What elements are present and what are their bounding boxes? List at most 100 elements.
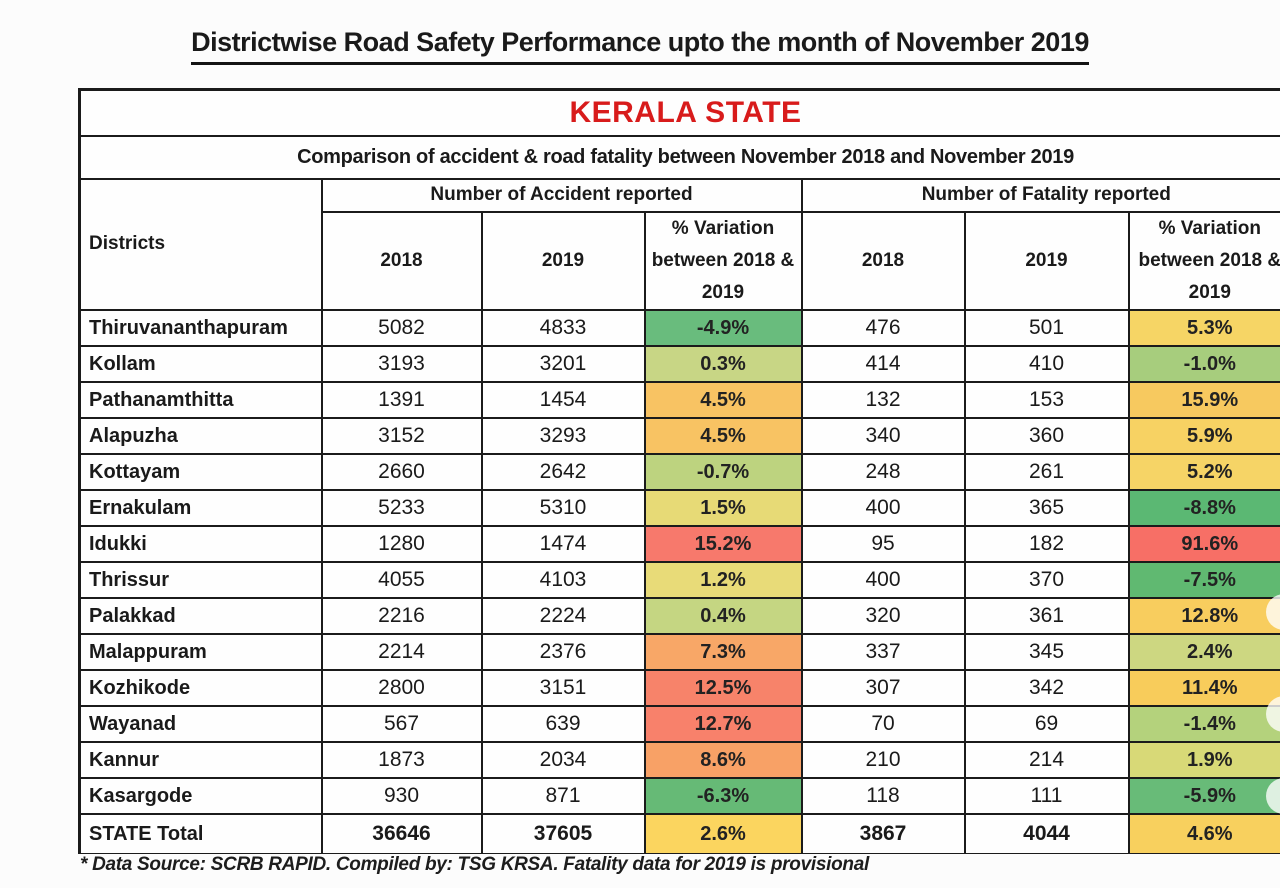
accident-2019-value: 871: [480, 777, 646, 816]
column-header-accident-variation: % Variation between 2018 & 2019: [643, 210, 803, 312]
fatality-variation-value: 5.9%: [1127, 417, 1280, 456]
accident-variation-value: 15.2%: [643, 525, 803, 564]
district-name: Palakkad: [78, 597, 323, 636]
fatality-2019-value: 261: [963, 453, 1130, 492]
fatality-variation-value: -1.4%: [1127, 705, 1280, 744]
accident-2018-value: 3152: [320, 417, 483, 456]
column-subheader-row: 2018 2019 % Variation between 2018 & 201…: [80, 210, 1280, 312]
fatality-variation-value: 15.9%: [1127, 381, 1280, 420]
accident-2018-value: 3193: [320, 345, 483, 384]
district-name: Kasargode: [78, 777, 323, 816]
fatality-2019-value: 345: [963, 633, 1130, 672]
district-name: Ernakulam: [78, 489, 323, 528]
fatality-2019-value: 501: [963, 309, 1130, 348]
accident-2018-value: 1391: [320, 381, 483, 420]
accident-variation-value: 0.3%: [643, 345, 803, 384]
district-row: Alapuzha 3152 3293 4.5% 340 360 5.9%: [78, 417, 1280, 456]
district-row: Kasargode 930 871 -6.3% 118 111 -5.9%: [78, 777, 1280, 816]
state-total-row: STATE Total 36646 37605 2.6% 3867 4044 4.6%: [78, 813, 1280, 854]
fatality-2018-value: 95: [800, 525, 966, 564]
fatality-2018-value: 70: [800, 705, 966, 744]
accident-2019-value: 2376: [480, 633, 646, 672]
overlay-bubble-icon: [1266, 778, 1280, 814]
fatality-2019-value: 153: [963, 381, 1130, 420]
fatality-variation-value: -1.0%: [1127, 345, 1280, 384]
district-name: Kottayam: [78, 453, 323, 492]
district-row: Kozhikode 2800 3151 12.5% 307 342 11.4%: [78, 669, 1280, 708]
accident-variation-value: 4.5%: [643, 381, 803, 420]
accident-2019-value: 1454: [480, 381, 646, 420]
fatality-2018-value: 400: [800, 561, 966, 600]
accident-2018-value: 4055: [320, 561, 483, 600]
district-name: Kozhikode: [78, 669, 323, 708]
accident-variation-value: 8.6%: [643, 741, 803, 780]
fatality-2019-value: 4044: [963, 813, 1130, 854]
column-header-fatality-variation: % Variation between 2018 & 2019: [1127, 210, 1280, 312]
district-row: Kottayam 2660 2642 -0.7% 248 261 5.2%: [78, 453, 1280, 492]
column-header-districts: Districts: [78, 177, 323, 312]
table-subtitle: Comparison of accident & road fatality b…: [78, 134, 1280, 180]
accident-2019-value: 4833: [480, 309, 646, 348]
fatality-2019-value: 182: [963, 525, 1130, 564]
district-name: Alapuzha: [78, 417, 323, 456]
fatality-2018-value: 400: [800, 489, 966, 528]
accident-2018-value: 2214: [320, 633, 483, 672]
fatality-variation-value: 5.3%: [1127, 309, 1280, 348]
total-row-label: STATE Total: [78, 813, 323, 854]
fatality-2019-value: 342: [963, 669, 1130, 708]
fatality-2018-value: 307: [800, 669, 966, 708]
district-name: Thrissur: [78, 561, 323, 600]
fatality-variation-value: 5.2%: [1127, 453, 1280, 492]
district-row: Thiruvananthapuram 5082 4833 -4.9% 476 501 5.3…: [78, 309, 1280, 348]
fatality-2018-value: 337: [800, 633, 966, 672]
accident-variation-value: 1.2%: [643, 561, 803, 600]
fatality-variation-value: 11.4%: [1127, 669, 1280, 708]
fatality-2018-value: 118: [800, 777, 966, 816]
accident-2018-value: 5233: [320, 489, 483, 528]
accident-variation-value: 12.7%: [643, 705, 803, 744]
accident-2019-value: 37605: [480, 813, 646, 854]
accident-2018-value: 5082: [320, 309, 483, 348]
accident-2019-value: 3293: [480, 417, 646, 456]
district-row: Thrissur 4055 4103 1.2% 400 370 -7.5%: [78, 561, 1280, 600]
accident-2018-value: 2660: [320, 453, 483, 492]
footnote: * Data Source: SCRB RAPID. Compiled by: …: [80, 854, 869, 875]
fatality-variation-value: 2.4%: [1127, 633, 1280, 672]
district-row: Palakkad 2216 2224 0.4% 320 361 12.8%: [78, 597, 1280, 636]
fatality-2019-value: 360: [963, 417, 1130, 456]
accident-2019-value: 639: [480, 705, 646, 744]
district-row: Wayanad 567 639 12.7% 70 69 -1.4%: [78, 705, 1280, 744]
fatality-2018-value: 3867: [800, 813, 966, 854]
accident-variation-value: 2.6%: [643, 813, 803, 854]
district-row: Malappuram 2214 2376 7.3% 337 345 2.4%: [78, 633, 1280, 672]
accident-2018-value: 1873: [320, 741, 483, 780]
accident-2019-value: 3201: [480, 345, 646, 384]
fatality-2019-value: 111: [963, 777, 1130, 816]
column-header-accident-2019: 2019: [480, 210, 646, 312]
accident-variation-value: -6.3%: [643, 777, 803, 816]
fatality-2018-value: 340: [800, 417, 966, 456]
district-name: Pathanamthitta: [78, 381, 323, 420]
accident-2018-value: 930: [320, 777, 483, 816]
column-header-fatality-2019: 2019: [963, 210, 1130, 312]
accident-2019-value: 4103: [480, 561, 646, 600]
district-name: Thiruvananthapuram: [78, 309, 323, 348]
accident-2019-value: 1474: [480, 525, 646, 564]
accident-2018-value: 567: [320, 705, 483, 744]
fatality-variation-value: 1.9%: [1127, 741, 1280, 780]
column-group-accidents: Number of Accident reported: [320, 177, 803, 213]
fatality-variation-value: -5.9%: [1127, 777, 1280, 816]
fatality-2018-value: 320: [800, 597, 966, 636]
column-group-fatalities: Number of Fatality reported: [800, 177, 1280, 213]
overlay-bubble-icon: [1266, 594, 1280, 630]
fatality-2018-value: 210: [800, 741, 966, 780]
road-safety-table: KERALA STATE Comparison of accident & ro…: [78, 88, 1280, 854]
fatality-variation-value: 4.6%: [1127, 813, 1280, 854]
district-row: Pathanamthitta 1391 1454 4.5% 132 153 15.9%: [78, 381, 1280, 420]
fatality-variation-value: 12.8%: [1127, 597, 1280, 636]
accident-variation-value: -4.9%: [643, 309, 803, 348]
fatality-2018-value: 476: [800, 309, 966, 348]
district-row: Ernakulam 5233 5310 1.5% 400 365 -8.8%: [78, 489, 1280, 528]
fatality-variation-value: -7.5%: [1127, 561, 1280, 600]
accident-variation-value: 12.5%: [643, 669, 803, 708]
